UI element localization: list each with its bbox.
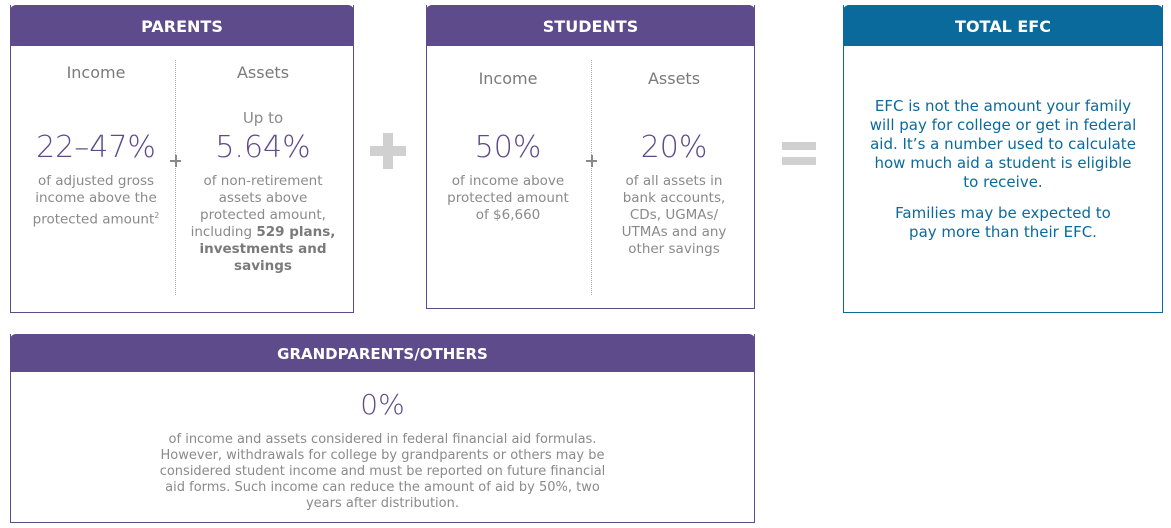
description: of non-retirement assets above protected… (183, 173, 343, 275)
panel-title: TOTAL EFC (843, 5, 1163, 46)
panel-title: GRANDPARENTS/OTHERS (10, 334, 755, 372)
paragraph: EFC is not the amount your family will p… (869, 97, 1137, 191)
description: of income and assets considered in feder… (159, 432, 606, 511)
heading: Assets (236, 63, 290, 82)
big-plus (383, 133, 393, 169)
equals-sign (782, 142, 816, 150)
description: of adjusted gross income above the prote… (16, 173, 176, 229)
percentage: 5.64% (215, 130, 311, 165)
total-panel: TOTAL EFC EFC is not the amount your fam… (843, 5, 1163, 313)
description-bold: 529 plans, investments and savings (199, 224, 336, 274)
income-column: Income 22–47% of adjusted gross income a… (16, 5, 176, 305)
income-column: Income 50% of income above protected amo… (432, 5, 584, 305)
footnote: 2 (154, 211, 160, 220)
grandparents-panel: GRANDPARENTS/OTHERS 0% of income and ass… (10, 334, 755, 523)
assets-column: Assets Up to 5.64% of non-retirement ass… (183, 5, 343, 305)
percentage: 0% (360, 388, 405, 421)
divider (591, 60, 592, 295)
heading: Income (478, 69, 538, 88)
parents-panel: PARENTS Income 22–47% of adjusted gross … (10, 5, 354, 313)
heading: Assets (647, 69, 701, 88)
description-text: of adjusted gross income above the prote… (32, 173, 157, 228)
panel-title: PARENTS (10, 5, 354, 46)
assets-column: Assets 20% of all assets in bank account… (599, 5, 749, 305)
equals-sign (782, 157, 816, 165)
percentage: 22–47% (36, 130, 156, 165)
percentage: 20% (640, 130, 708, 165)
panel-title: STUDENTS (426, 5, 755, 46)
description-text: of non-retirement assets above protected… (190, 173, 326, 240)
percentage: 50% (474, 130, 542, 165)
total-text: EFC is not the amount your family will p… (866, 97, 1140, 242)
paragraph: Families may be expected to pay more tha… (895, 204, 1111, 241)
plus-sign (591, 155, 593, 167)
prefix: Up to (242, 109, 284, 127)
heading: Income (66, 63, 126, 82)
description: of all assets in bank accounts, CDs, UGM… (621, 173, 727, 257)
students-panel: STUDENTS Income 50% of income above prot… (426, 5, 755, 309)
plus-sign (175, 155, 177, 167)
description: of income above protected amount of $6,6… (447, 173, 569, 223)
divider (175, 60, 176, 295)
